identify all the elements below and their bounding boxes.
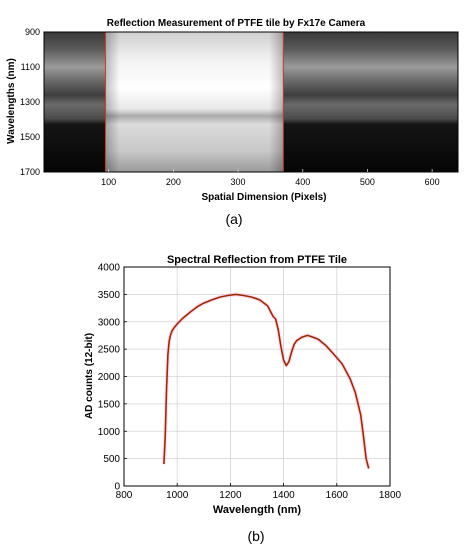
heatmap-y-tick-label: 1700 [20, 167, 40, 177]
line-chart-x-tick-label: 1800 [379, 490, 402, 501]
heatmap-x-axis-label: Spatial Dimension (Pixels) [201, 192, 326, 203]
heatmap-x-tick-label: 500 [360, 177, 375, 187]
spectrum-line [163, 293, 370, 469]
line-chart-y-tick-label: 1500 [98, 399, 121, 410]
line-chart-x-tick-label: 1200 [219, 490, 242, 501]
heatmap-y-tick-label: 1300 [20, 97, 40, 107]
line-chart-y-tick-label: 2000 [98, 372, 121, 383]
heatmap-title: Reflection Measurement of PTFE tile by F… [107, 18, 366, 29]
line-chart-x-tick-label: 1400 [272, 490, 295, 501]
heatmap-y-tick-label: 1100 [21, 62, 40, 72]
line-chart-x-axis-label: Wavelength (nm) [213, 504, 302, 516]
line-chart-y-tick-label: 3000 [98, 317, 121, 328]
line-chart-y-tick-label: 0 [114, 482, 120, 493]
heatmap-x-tick-label: 600 [425, 177, 440, 187]
heatmap-x-tick-label: 100 [101, 177, 116, 187]
line-chart-y-tick-label: 500 [103, 454, 120, 465]
line-chart-y-tick-label: 2500 [98, 345, 121, 356]
caption-a: (a) [225, 211, 242, 227]
heatmap-y-tick-label: 1500 [20, 132, 40, 142]
line-chart-y-axis-label: AD counts (12-bit) [84, 333, 95, 419]
heatmap-chart: Reflection Measurement of PTFE tile by F… [6, 18, 459, 227]
heatmap-x-tick-label: 300 [231, 177, 246, 187]
line-chart-x-tick-label: 1600 [326, 490, 349, 501]
line-chart-y-tick-label: 3500 [98, 290, 121, 301]
heatmap-y-axis-label: Wavelengths (nm) [6, 58, 17, 144]
heatmap-frame [43, 31, 459, 173]
line-chart-x-tick-label: 1000 [166, 490, 189, 501]
line-chart-y-tick-label: 1000 [98, 427, 121, 438]
heatmap-x-ticks: 100 200 300 400 500 600 [101, 169, 440, 187]
line-chart: Spectral Reflection from PTFE Tile 800 10… [84, 254, 402, 544]
line-chart-x-ticks: 800 1000 1200 1400 1600 1800 [116, 483, 402, 501]
line-chart-y-tick-label: 4000 [98, 263, 121, 274]
heatmap-plot-area [43, 31, 459, 173]
line-chart-x-tick-label: 800 [116, 490, 133, 501]
heatmap-y-ticks: 900 1100 1300 1500 1700 [20, 27, 40, 177]
heatmap-y-tick-label: 900 [25, 27, 40, 37]
line-chart-title: Spectral Reflection from PTFE Tile [167, 254, 347, 266]
caption-b: (b) [247, 528, 264, 544]
heatmap-x-tick-label: 400 [295, 177, 310, 187]
line-chart-y-ticks: 0 500 1000 1500 2000 2500 3000 3500 4000 [98, 263, 127, 493]
heatmap-x-tick-label: 200 [166, 177, 181, 187]
heatmap-tile-shading [105, 32, 284, 172]
line-chart-plot-area [123, 266, 391, 487]
